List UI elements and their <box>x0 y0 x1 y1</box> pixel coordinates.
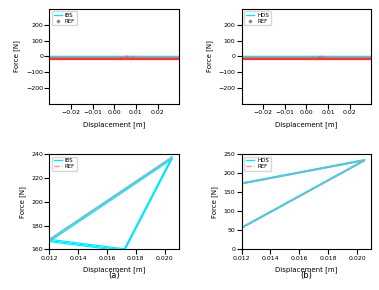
Y-axis label: Force [N]: Force [N] <box>211 186 218 218</box>
Text: (a): (a) <box>108 271 120 280</box>
Legend: IBS, REF: IBS, REF <box>52 12 77 25</box>
Y-axis label: Force [N]: Force [N] <box>19 186 26 218</box>
Legend: IBS, REF: IBS, REF <box>52 157 77 171</box>
Text: (b): (b) <box>301 271 312 280</box>
X-axis label: Displacement [m]: Displacement [m] <box>275 266 338 273</box>
Legend: HDS, REF: HDS, REF <box>244 12 271 25</box>
X-axis label: Displacement [m]: Displacement [m] <box>275 121 338 128</box>
X-axis label: Displacement [m]: Displacement [m] <box>83 121 146 128</box>
Y-axis label: Force [N]: Force [N] <box>14 41 20 72</box>
Legend: HDS, REF: HDS, REF <box>244 157 271 171</box>
Y-axis label: Force [N]: Force [N] <box>206 41 213 72</box>
X-axis label: Displacement [m]: Displacement [m] <box>83 266 146 273</box>
